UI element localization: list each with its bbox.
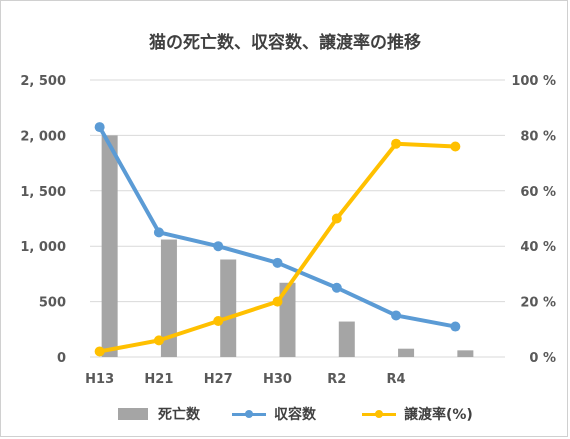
legend-swatch-deaths (118, 408, 148, 420)
line-adoption (99, 141, 456, 354)
y-left-tick-label: 1, 500 (20, 185, 66, 200)
point-adoption (331, 213, 342, 224)
legend-label-intake: 収容数 (274, 407, 316, 423)
point-intake (272, 257, 283, 268)
legend-label-adoption: 譲渡率(%) (404, 407, 473, 423)
point-intake (153, 227, 164, 238)
point-intake (450, 321, 461, 332)
x-tick-label: H21 (144, 372, 173, 387)
bar-deaths (279, 282, 296, 357)
x-tick-label: H13 (85, 372, 114, 387)
y-right-tick-label: 60 % (520, 185, 556, 200)
point-intake (331, 282, 342, 293)
bar-deaths (160, 239, 177, 357)
legend-item-intake: 収容数 (232, 403, 316, 425)
y-right-tick-label: 100 % (511, 74, 556, 89)
y-right-tick-label: 80 % (520, 129, 556, 144)
chart-title: 猫の死亡数、収容数、譲渡率の推移 (149, 33, 421, 53)
point-adoption (94, 346, 105, 357)
y-left-tick-label: 0 (57, 351, 66, 366)
point-intake (391, 310, 402, 321)
legend-swatch-intake (232, 408, 266, 420)
x-tick-label: R4 (387, 372, 406, 387)
legend-item-adoption: 譲渡率(%) (362, 403, 473, 425)
point-adoption (450, 141, 461, 152)
y-right-tick-label: 20 % (520, 296, 556, 311)
bar-deaths (220, 259, 237, 357)
legend-label-deaths: 死亡数 (158, 407, 200, 423)
point-intake (213, 241, 224, 252)
bar-deaths (398, 348, 415, 357)
y-left-tick-label: 2, 500 (20, 74, 66, 89)
point-adoption (391, 138, 402, 149)
point-adoption (272, 296, 283, 307)
bar-deaths (457, 350, 474, 357)
x-tick-label: H27 (204, 372, 233, 387)
bar-deaths (338, 321, 355, 357)
x-tick-label: R2 (327, 372, 346, 387)
point-intake (94, 122, 105, 133)
point-adoption (213, 315, 224, 326)
y-left-tick-label: 500 (39, 296, 66, 311)
y-right-tick-label: 40 % (520, 240, 556, 255)
legend: 死亡数 収容数 譲渡率(%) (0, 403, 570, 425)
point-adoption (153, 335, 164, 346)
x-tick-label: H30 (263, 372, 292, 387)
y-right-tick-label: 0 % (529, 351, 556, 366)
y-left-tick-label: 1, 000 (20, 240, 66, 255)
legend-item-deaths: 死亡数 (118, 403, 200, 425)
y-left-tick-label: 2, 000 (20, 129, 66, 144)
legend-swatch-adoption (362, 408, 396, 420)
bar-deaths (101, 135, 118, 357)
